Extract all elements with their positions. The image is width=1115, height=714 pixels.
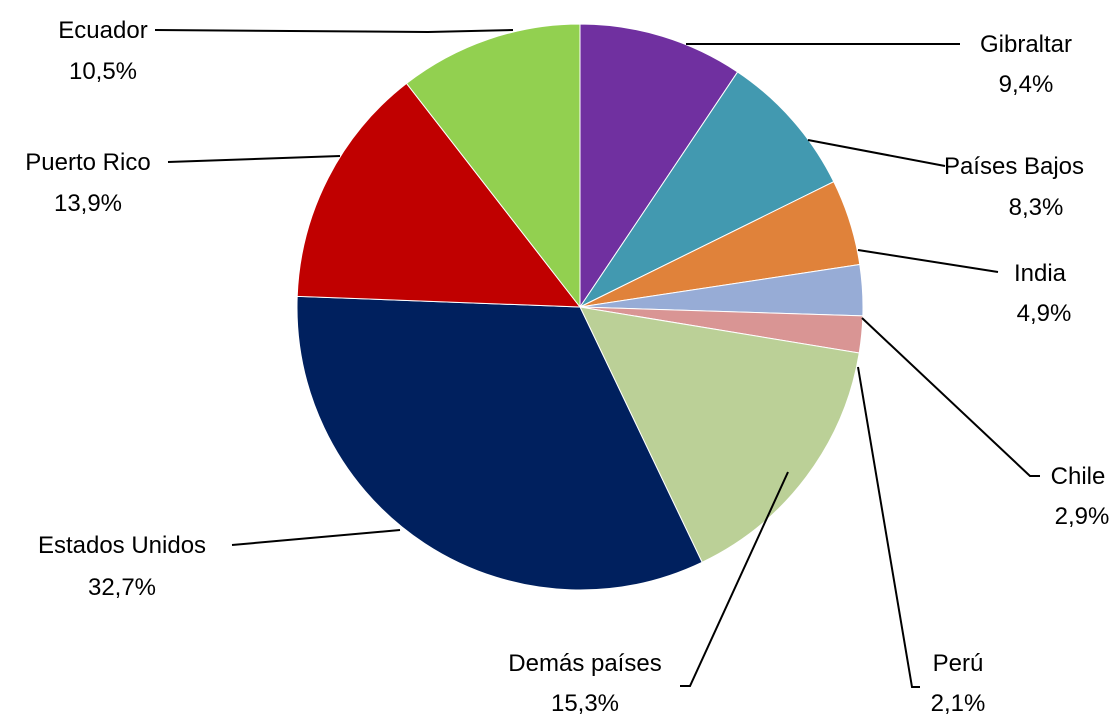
- pie-slice-gibraltar: [579, 23, 739, 309]
- slice-label-ecuador: Ecuador: [58, 17, 147, 44]
- slice-value-paises-bajos: 8,3%: [1009, 194, 1064, 221]
- slice-label-gibraltar: Gibraltar: [980, 31, 1072, 58]
- leader-line-estados-unidos: [231, 529, 401, 546]
- leader-line-demas-paises: [680, 471, 789, 687]
- pie-slice-demas-paises: [579, 306, 860, 563]
- slice-value-estados-unidos: 32,7%: [88, 574, 156, 601]
- slice-label-india: India: [1014, 260, 1067, 287]
- slice-value-gibraltar: 9,4%: [999, 71, 1054, 98]
- slice-value-ecuador: 10,5%: [69, 58, 137, 85]
- leader-line-paises-bajos: [807, 139, 946, 167]
- slice-label-puerto-rico: Puerto Rico: [25, 149, 150, 176]
- leader-line-peru: [857, 366, 920, 688]
- pie-slice-puerto-rico: [296, 82, 582, 308]
- leader-line-puerto-rico: [167, 155, 341, 163]
- slice-label-peru: Perú: [933, 650, 984, 677]
- slice-label-paises-bajos: Países Bajos: [944, 153, 1084, 180]
- slice-value-demas-paises: 15,3%: [551, 690, 619, 714]
- leader-lines: [154, 29, 1040, 688]
- pie-slice-paises-bajos: [578, 71, 835, 309]
- slice-label-estados-unidos: Estados Unidos: [38, 532, 206, 559]
- slice-label-demas-paises: Demás países: [508, 650, 661, 677]
- slice-label-chile: Chile: [1051, 463, 1106, 490]
- data-labels: Gibraltar 9,4% Países Bajos 8,3% India 4,9% Ch…: [25, 17, 1109, 714]
- slice-value-puerto-rico: 13,9%: [54, 190, 122, 217]
- leader-line-ecuador: [154, 29, 514, 34]
- pie-slice-ecuador: [405, 23, 581, 309]
- leader-line-india: [857, 249, 999, 273]
- leader-line-chile: [861, 317, 1040, 477]
- slice-value-peru: 2,1%: [931, 690, 986, 714]
- pie-slices: [296, 23, 864, 591]
- pie-slice-estados-unidos: [296, 295, 703, 591]
- slice-value-chile: 2,9%: [1055, 503, 1110, 530]
- slice-value-india: 4,9%: [1017, 300, 1072, 327]
